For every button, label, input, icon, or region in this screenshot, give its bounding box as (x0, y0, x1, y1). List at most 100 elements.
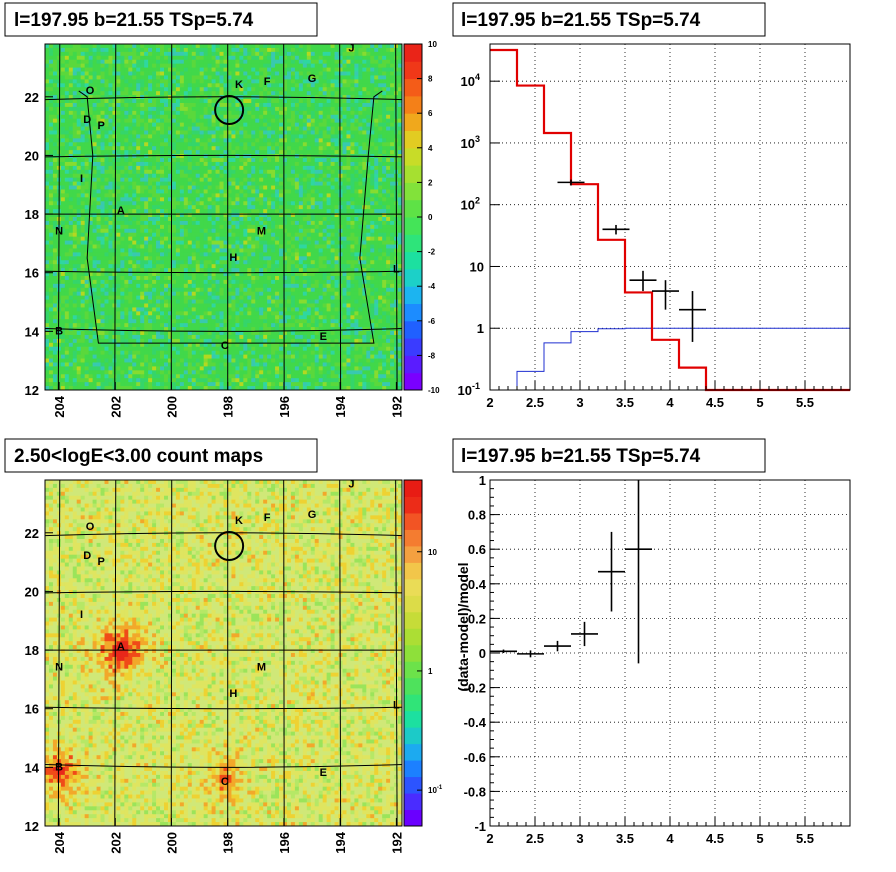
graticule (44, 479, 403, 827)
source-label-H: H (229, 688, 237, 700)
ytick-exp: 3 (475, 134, 480, 144)
ytick-exp: 2 (475, 196, 480, 206)
ytick-label: 1 (477, 321, 484, 336)
colorbar-step (404, 727, 422, 745)
xtick-label: 196 (277, 396, 292, 418)
source-label-K: K (235, 79, 243, 91)
xtick-label: 192 (389, 832, 404, 854)
colorbar-step (404, 512, 422, 530)
colorbar-step (404, 234, 422, 253)
source-label-C: C (221, 340, 229, 352)
colorbar-step (404, 268, 422, 287)
colorbar-significance: 10 8 6 4 2 0 -2 -4 -6 -8 -10 (403, 40, 440, 395)
grid-latitude (44, 270, 403, 274)
source-label-D: D (83, 114, 91, 126)
colorbar-step (404, 165, 422, 183)
grid-longitude (114, 479, 117, 827)
ytick-label: 22 (25, 526, 39, 541)
ytick-label: -1 (474, 819, 486, 834)
xtick-label: 202 (108, 832, 123, 854)
grid-longitude (395, 479, 398, 827)
xtick-label: 5.5 (796, 831, 814, 846)
ytick-label: 102 (461, 196, 480, 213)
ytick-label: -0.6 (464, 750, 486, 765)
title-box-br: l=197.95 b=21.55 TSp=5.74 (452, 438, 766, 473)
roi-circle (214, 94, 245, 125)
colorbar-step (404, 760, 422, 778)
colorbar-step (404, 320, 422, 339)
colorbar-step (404, 338, 422, 356)
colorbar-frame (403, 479, 423, 827)
source-label-C: C (221, 776, 229, 788)
source-label-L: L (393, 264, 400, 276)
ytick-label: 20 (25, 584, 39, 599)
xtick-label: 204 (52, 395, 67, 417)
source-label-F: F (264, 512, 271, 524)
xtick-label: 3 (576, 831, 583, 846)
xtick-label: 5.5 (796, 395, 814, 410)
ytick-label: -0.8 (464, 784, 486, 799)
colorbar-step (404, 372, 422, 391)
spectrum-grid (489, 44, 850, 390)
colorbar-step (404, 147, 422, 166)
source-label-E: E (320, 331, 327, 343)
ytick-label: 16 (25, 266, 39, 281)
colorbar-step (404, 251, 422, 270)
colorbar-tick: 0 (428, 213, 433, 222)
colorbar-step (404, 44, 422, 62)
title-box-tl: l=197.95 b=21.55 TSp=5.74 (4, 2, 318, 37)
ytick-exp: -1 (472, 381, 480, 391)
colorbar-step (404, 545, 422, 563)
source-label-K: K (235, 515, 243, 527)
colorbar-step (404, 628, 422, 646)
ytick-label: 104 (461, 72, 480, 89)
xtick-label: 196 (277, 832, 292, 854)
colorbar-step (404, 743, 422, 761)
source-label-M: M (257, 226, 266, 238)
roi-circle (214, 530, 245, 561)
ytick-exp: 4 (475, 72, 480, 82)
ytick-label: 10-1 (458, 381, 480, 398)
xtick-label: 3.5 (616, 831, 634, 846)
source-label-J: J (348, 42, 354, 54)
colorbar-step (404, 578, 422, 596)
ytick-label: 12 (25, 383, 39, 398)
colorbar-tick-exp: -1 (437, 785, 443, 791)
map-pixels (45, 480, 403, 827)
ytick-label: -0.2 (464, 681, 486, 696)
xtick-label: 5 (756, 395, 763, 410)
source-label-A: A (117, 205, 125, 217)
colorbar-tick: 10 (428, 548, 437, 557)
source-label-N: N (55, 662, 63, 674)
ytick-label: 14 (25, 760, 40, 775)
colorbar-step (404, 529, 422, 547)
colorbar-tick: -2 (428, 248, 436, 257)
grid-longitude (57, 43, 61, 391)
colorbar-tick: -10 (428, 386, 440, 395)
grid-longitude (395, 43, 398, 391)
xtick-label: 200 (164, 396, 179, 418)
title-br: l=197.95 b=21.55 TSp=5.74 (461, 446, 701, 467)
source-label-I: I (80, 609, 83, 621)
xtick-label: 4 (666, 395, 674, 410)
ytick-label: 0.2 (468, 611, 486, 626)
xtick-label: 2 (486, 395, 493, 410)
count-map: J K F G O D P I A N M H L B E C 22 20 18 16 14 12 204 202 200 198… (25, 478, 405, 853)
background-histogram (516, 327, 850, 390)
ytick-label: 0.4 (468, 577, 487, 592)
ytick-label: 0.6 (468, 542, 486, 557)
map-frame (44, 43, 403, 391)
source-label-B: B (55, 761, 63, 773)
residual-plot: (data-model)/model 2 2.5 3 3.5 4 4.5 5 5.5 1 0.8 0… (455, 473, 851, 846)
xtick-label: 3 (576, 395, 583, 410)
grid-latitude (44, 764, 403, 768)
source-label-G: G (308, 73, 317, 85)
colorbar-step (404, 95, 422, 114)
grid-latitude (44, 590, 403, 594)
xtick-label: 198 (221, 832, 236, 854)
xtick-label: 2.5 (526, 831, 544, 846)
colorbar-tick: -8 (428, 351, 436, 360)
colorbar-tick: 6 (428, 109, 433, 118)
source-label-B: B (55, 325, 63, 337)
